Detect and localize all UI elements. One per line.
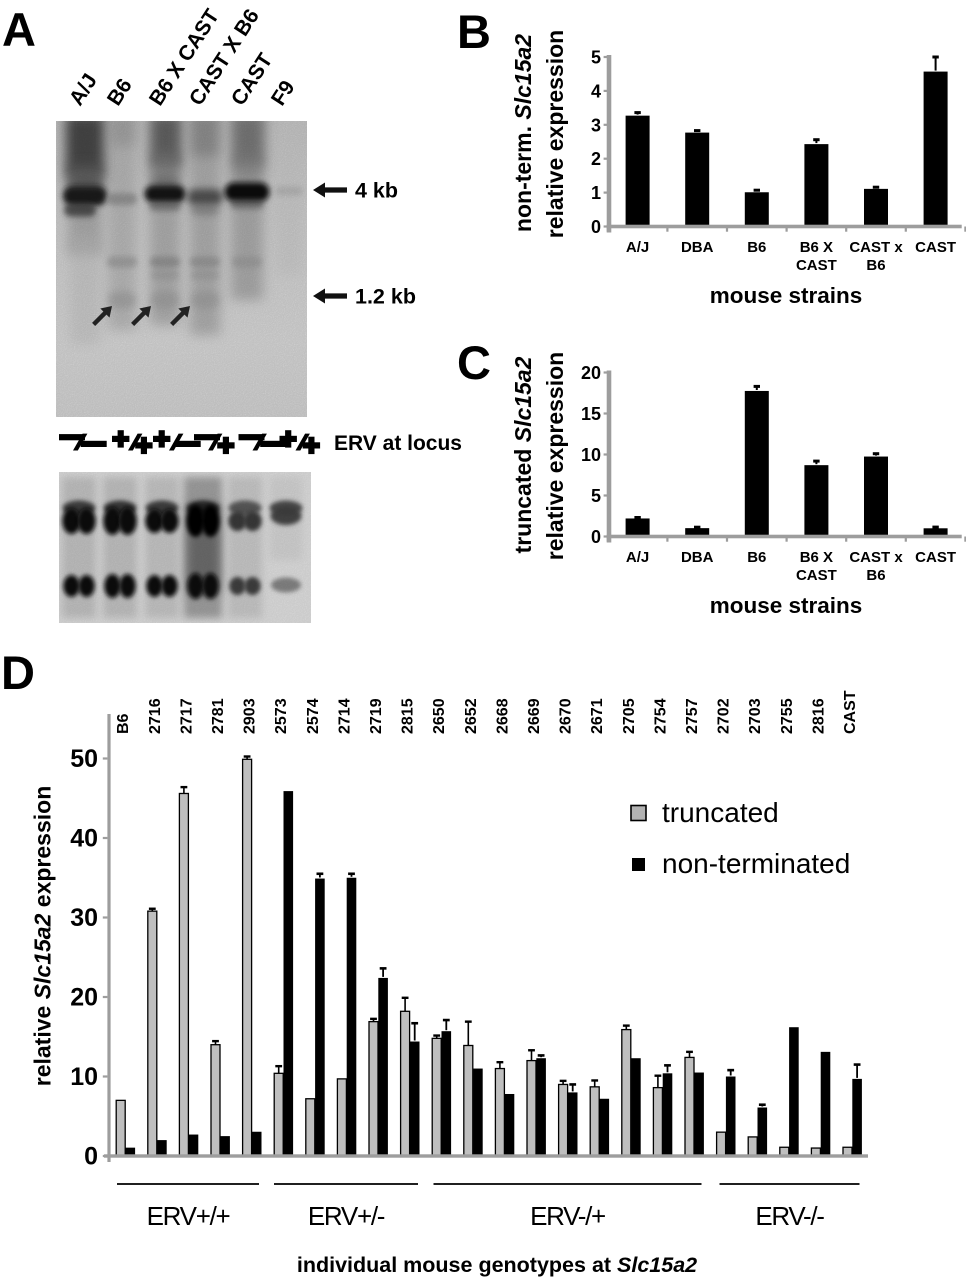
svg-text:2781: 2781 — [210, 698, 227, 734]
svg-text:4 kb: 4 kb — [355, 179, 398, 203]
svg-text:B6: B6 — [115, 713, 132, 734]
svg-text:individual mouse genotypes at: individual mouse genotypes at Slc15a2 — [297, 1253, 697, 1277]
svg-text:2815: 2815 — [400, 698, 417, 734]
svg-text:15: 15 — [581, 404, 601, 424]
svg-text:1: 1 — [591, 183, 601, 203]
svg-text:0: 0 — [591, 527, 601, 547]
svg-text:4: 4 — [591, 81, 601, 101]
svg-text:2573: 2573 — [273, 698, 290, 734]
svg-text:non-term. Slc15a2: non-term. Slc15a2 — [510, 34, 536, 232]
svg-text:B6: B6 — [866, 257, 885, 274]
svg-text:5: 5 — [591, 486, 601, 506]
svg-text:2574: 2574 — [305, 698, 322, 734]
svg-text:CAST x: CAST x — [849, 239, 903, 256]
svg-text:ERV+/+: ERV+/+ — [147, 1201, 230, 1231]
svg-text:2669: 2669 — [526, 698, 543, 734]
svg-text:2: 2 — [591, 149, 601, 169]
svg-text:C: C — [457, 336, 491, 389]
svg-text:B6 X: B6 X — [800, 239, 833, 256]
svg-text:mouse strains: mouse strains — [710, 283, 863, 308]
svg-text:CAST x: CAST x — [849, 549, 903, 566]
svg-text:3: 3 — [591, 115, 601, 135]
svg-text:2703: 2703 — [747, 698, 764, 734]
svg-text:2903: 2903 — [242, 698, 259, 734]
svg-text:DBA: DBA — [681, 239, 714, 256]
svg-text:2705: 2705 — [621, 698, 638, 734]
svg-text:CAST: CAST — [915, 549, 956, 566]
svg-text:0: 0 — [84, 1143, 98, 1171]
svg-text:2671: 2671 — [589, 698, 606, 734]
svg-text:B: B — [457, 5, 491, 58]
svg-text:20: 20 — [70, 984, 98, 1012]
svg-text:ERV-/-: ERV-/- — [755, 1201, 824, 1231]
svg-text:truncated Slc15a2: truncated Slc15a2 — [510, 356, 536, 553]
svg-text:50: 50 — [70, 745, 98, 773]
svg-text:2755: 2755 — [779, 698, 796, 734]
svg-text:B6 X: B6 X — [800, 549, 833, 566]
svg-text:CAST: CAST — [842, 690, 859, 734]
svg-text:5: 5 — [591, 48, 601, 68]
svg-text:CAST: CAST — [796, 567, 837, 584]
svg-text:0: 0 — [591, 217, 601, 237]
svg-text:CAST: CAST — [915, 239, 956, 256]
svg-text:mouse strains: mouse strains — [710, 593, 863, 618]
svg-text:CAST: CAST — [796, 257, 837, 274]
svg-text:10: 10 — [581, 445, 601, 465]
svg-text:ERV at locus: ERV at locus — [334, 432, 462, 455]
svg-text:2668: 2668 — [494, 698, 511, 734]
svg-text:2670: 2670 — [558, 698, 575, 734]
svg-text:30: 30 — [70, 904, 98, 932]
svg-text:A/J: A/J — [65, 70, 102, 110]
svg-text:DBA: DBA — [681, 549, 714, 566]
svg-text:B6: B6 — [747, 549, 766, 566]
svg-text:2650: 2650 — [431, 698, 448, 734]
svg-text:40: 40 — [70, 825, 98, 853]
svg-text:2717: 2717 — [178, 698, 195, 734]
svg-text:20: 20 — [581, 363, 601, 383]
svg-text:A/J: A/J — [626, 549, 649, 566]
svg-text:B6: B6 — [747, 239, 766, 256]
svg-text:A/J: A/J — [626, 239, 649, 256]
svg-text:B6: B6 — [866, 567, 885, 584]
svg-text:2719: 2719 — [368, 698, 385, 734]
svg-text:F9: F9 — [267, 77, 300, 110]
svg-text:relative expression: relative expression — [542, 352, 568, 560]
svg-text:2702: 2702 — [716, 698, 733, 734]
svg-text:2754: 2754 — [652, 698, 669, 734]
svg-text:ERV+/-: ERV+/- — [308, 1201, 385, 1231]
svg-text:2757: 2757 — [684, 698, 701, 734]
svg-text:A: A — [2, 3, 36, 56]
svg-text:ERV-/+: ERV-/+ — [530, 1201, 605, 1231]
svg-text:truncated: truncated — [662, 797, 779, 828]
svg-text:relative expression: relative expression — [542, 30, 568, 238]
svg-text:2716: 2716 — [147, 698, 164, 734]
svg-text:10: 10 — [70, 1063, 98, 1091]
svg-text:relative Slc15a2 expression: relative Slc15a2 expression — [30, 786, 56, 1087]
svg-text:B6: B6 — [103, 75, 137, 110]
svg-text:2816: 2816 — [810, 698, 827, 734]
svg-text:2652: 2652 — [463, 698, 480, 734]
svg-text:D: D — [1, 646, 35, 699]
svg-text:non-terminated: non-terminated — [662, 848, 850, 879]
svg-text:2714: 2714 — [336, 698, 353, 734]
svg-text:1.2 kb: 1.2 kb — [355, 285, 416, 309]
